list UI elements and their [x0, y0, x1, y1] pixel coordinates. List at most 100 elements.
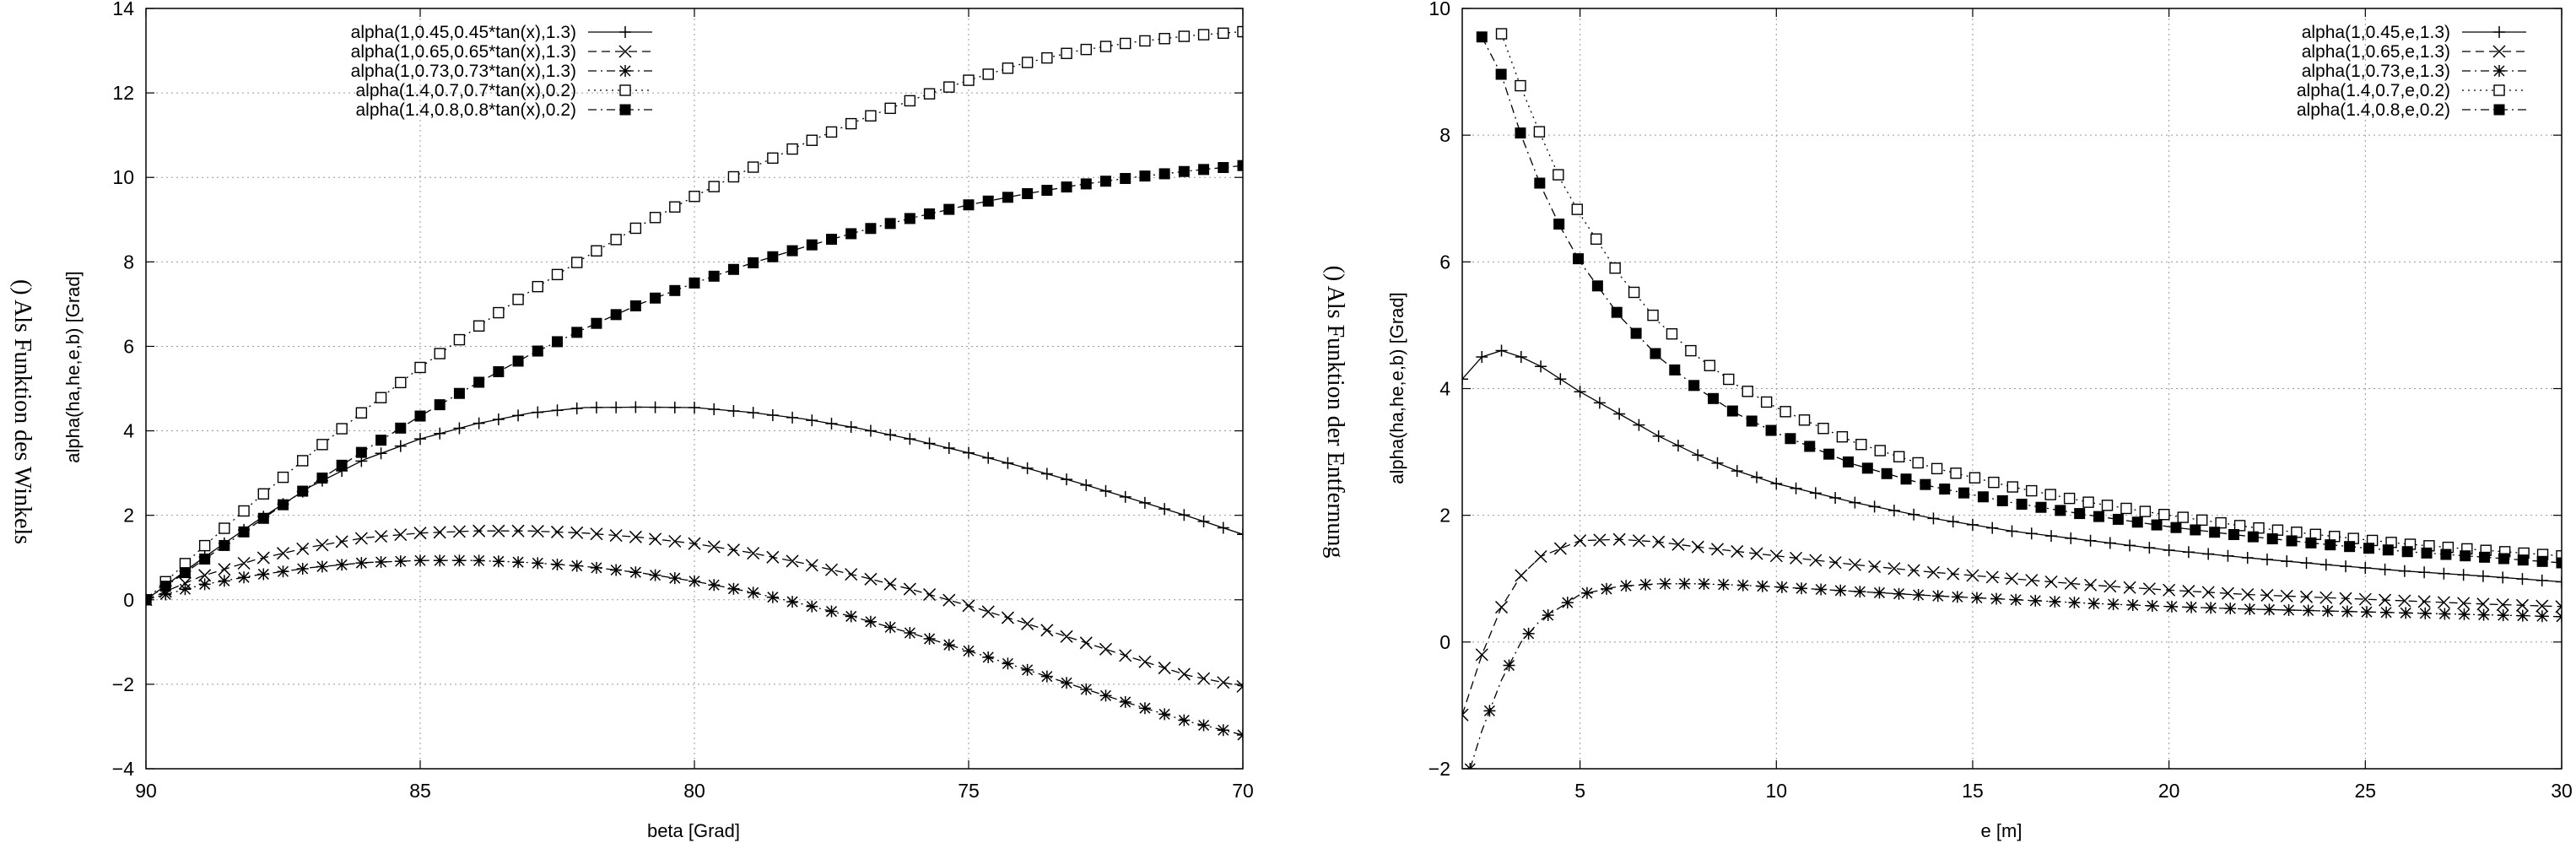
y-tick-label: −4	[112, 758, 134, 780]
data-point	[2045, 530, 2058, 543]
data-point	[1685, 344, 1697, 357]
series	[1464, 577, 2562, 769]
data-point	[2400, 607, 2412, 619]
data-point	[571, 257, 583, 268]
data-point	[336, 559, 348, 571]
data-point	[982, 195, 994, 207]
data-point	[982, 68, 994, 80]
data-point	[924, 208, 936, 219]
data-point	[179, 583, 192, 596]
data-point	[2286, 535, 2298, 547]
data-point	[316, 560, 328, 573]
data-point	[2536, 555, 2548, 567]
data-point	[629, 401, 642, 413]
data-point	[1022, 187, 1034, 199]
data-point	[2247, 531, 2259, 543]
data-point	[1707, 392, 1719, 404]
y-tick-label: 14	[112, 0, 134, 19]
data-point	[884, 218, 896, 230]
data-point	[1633, 419, 1645, 431]
data-point	[2359, 561, 2372, 574]
panel-angle: () Als Funktion des Winkels alpha(ha,he,…	[9, 0, 1254, 841]
data-point	[1931, 590, 1944, 603]
data-point	[884, 102, 896, 115]
data-point	[727, 582, 740, 595]
data-point	[2241, 587, 2255, 602]
data-point	[806, 134, 818, 146]
data-point	[2177, 511, 2189, 523]
data-point	[2233, 520, 2246, 532]
data-point	[1691, 540, 1704, 554]
data-point	[1040, 467, 1053, 480]
x-tick-label: 90	[135, 780, 157, 802]
data-point	[1893, 451, 1905, 462]
data-point	[1217, 521, 1229, 534]
data-point	[1809, 554, 1823, 567]
data-point	[1178, 714, 1191, 727]
data-point	[1534, 177, 1546, 189]
data-point	[1099, 689, 1112, 702]
data-point	[2493, 26, 2505, 38]
data-point	[1139, 170, 1151, 182]
data-point	[629, 300, 641, 311]
data-point	[219, 539, 230, 551]
data-point	[1158, 503, 1171, 516]
data-point	[1966, 569, 1979, 582]
data-point	[433, 526, 446, 539]
data-point	[2244, 603, 2256, 615]
data-point	[1236, 679, 1243, 693]
data-point	[2068, 597, 2081, 609]
panel-distance: () Als Funktion der Entfernung alpha(ha,…	[1322, 0, 2573, 841]
data-point	[727, 170, 740, 183]
data-point	[786, 554, 799, 568]
data-point	[2363, 543, 2374, 554]
data-point	[2382, 544, 2394, 556]
data-point	[825, 126, 838, 138]
series	[146, 401, 1243, 606]
data-point	[609, 529, 623, 543]
data-point	[1561, 597, 1574, 609]
data-point	[1849, 496, 1861, 509]
data-point	[1669, 364, 1681, 376]
data-point	[590, 561, 602, 574]
data-point	[669, 201, 681, 213]
data-point	[1842, 456, 1854, 467]
data-point	[610, 401, 623, 413]
data-point	[570, 402, 583, 414]
data-point	[2437, 596, 2450, 609]
data-point	[414, 361, 426, 374]
data-point	[943, 81, 955, 93]
data-point	[394, 528, 408, 542]
data-point	[1197, 719, 1210, 732]
data-point	[766, 550, 780, 564]
data-point	[413, 527, 427, 540]
data-point	[689, 402, 700, 414]
data-point	[2535, 574, 2548, 586]
data-point	[198, 569, 212, 582]
data-point	[178, 576, 192, 590]
data-point	[1611, 306, 1623, 318]
data-point	[2146, 599, 2158, 612]
data-point	[570, 559, 583, 572]
x-tick-label: 25	[2355, 780, 2377, 802]
data-point	[1723, 373, 1735, 386]
y-tick-label: 12	[112, 82, 134, 104]
data-point	[2120, 502, 2132, 515]
data-point	[551, 404, 564, 417]
data-point	[1574, 386, 1586, 398]
data-point	[708, 579, 721, 592]
data-point	[1704, 359, 1716, 371]
data-point	[2025, 574, 2039, 587]
data-point	[1770, 478, 1783, 490]
data-point	[335, 535, 348, 548]
data-point	[1817, 423, 1829, 435]
data-point	[2457, 569, 2470, 581]
data-point	[1769, 549, 1783, 563]
data-point	[590, 401, 602, 413]
data-point	[453, 422, 466, 435]
data-point	[1854, 586, 1866, 598]
data-point	[2253, 521, 2265, 534]
data-point	[1553, 219, 1565, 230]
data-point	[1775, 581, 1788, 593]
data-point	[1951, 591, 1963, 603]
